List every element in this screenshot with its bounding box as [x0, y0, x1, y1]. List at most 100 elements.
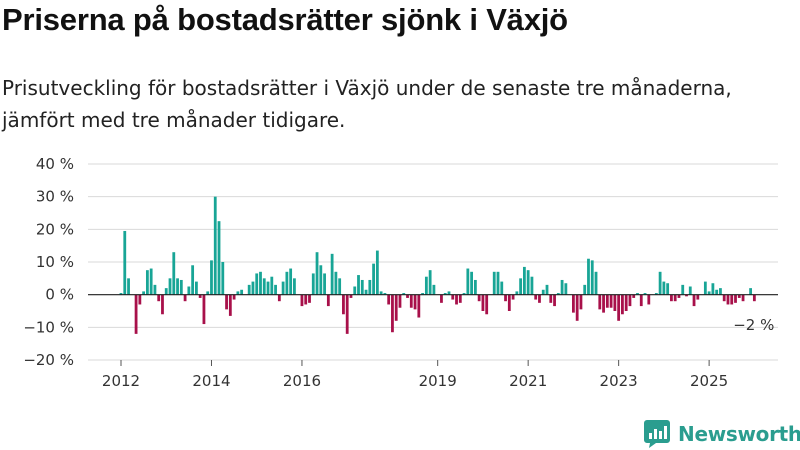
- bar: [311, 273, 315, 295]
- bar: [737, 294, 741, 298]
- bar: [357, 275, 360, 295]
- bar: [387, 294, 391, 305]
- bar: [285, 271, 289, 295]
- bar: [308, 294, 311, 303]
- bar: [466, 268, 470, 295]
- bar: [605, 294, 609, 308]
- bar: [247, 284, 251, 295]
- bar: [583, 284, 587, 295]
- bar: [530, 276, 534, 295]
- bar: [564, 283, 568, 295]
- brand-logo: Newsworthy: [644, 420, 800, 448]
- bar: [353, 286, 357, 295]
- y-tick-label: 20 %: [36, 220, 74, 238]
- bar: [749, 288, 752, 295]
- bar: [707, 291, 711, 295]
- bar: [319, 265, 323, 295]
- bar: [123, 230, 127, 295]
- bar: [628, 294, 632, 307]
- bar: [598, 294, 602, 310]
- bar: [251, 281, 255, 295]
- bar: [553, 294, 556, 307]
- latest-value-annotation: −2 %: [733, 316, 774, 334]
- bar: [413, 294, 417, 310]
- bar: [666, 283, 670, 295]
- bar: [643, 293, 647, 295]
- bar: [187, 286, 191, 295]
- bar: [334, 271, 338, 295]
- bar: [617, 294, 621, 321]
- bar: [658, 271, 662, 295]
- bar: [621, 294, 624, 315]
- bar: [602, 294, 605, 313]
- bar: [409, 294, 413, 308]
- bar: [455, 294, 458, 305]
- bar: [440, 294, 443, 303]
- bar: [538, 294, 541, 303]
- bar: [730, 294, 734, 305]
- bar: [715, 289, 719, 295]
- bar: [326, 294, 330, 307]
- bar: [752, 294, 756, 302]
- bar: [277, 294, 281, 302]
- bar: [556, 293, 560, 295]
- bar: [274, 284, 277, 295]
- bar: [270, 276, 274, 295]
- bar: [670, 294, 673, 302]
- bar: [342, 294, 345, 315]
- bar: [191, 265, 195, 295]
- bar: [549, 294, 553, 303]
- bar: [722, 294, 726, 302]
- bar: [515, 291, 519, 295]
- bar: [447, 291, 451, 295]
- bar: [164, 288, 168, 295]
- bar: [145, 270, 149, 295]
- x-tick-label: 2021: [509, 372, 547, 390]
- bar: [485, 294, 489, 315]
- bar: [176, 278, 179, 295]
- bar: [470, 271, 474, 295]
- y-tick-label: −20 %: [23, 351, 74, 369]
- bar: [119, 293, 123, 295]
- bar: [541, 289, 545, 295]
- bar: [421, 293, 424, 295]
- bar: [703, 281, 707, 295]
- bar: [534, 294, 538, 300]
- bar: [417, 294, 421, 318]
- bar: [692, 294, 696, 307]
- x-tick-label: 2014: [192, 372, 230, 390]
- bar: [579, 294, 583, 310]
- bar: [398, 294, 402, 308]
- bar: [587, 258, 590, 295]
- bar: [293, 278, 296, 295]
- bar: [504, 294, 507, 302]
- bar: [202, 294, 206, 325]
- bar: [236, 291, 240, 295]
- bar: [481, 294, 485, 311]
- bar: [688, 286, 692, 295]
- bar: [609, 294, 613, 308]
- bar: [338, 278, 342, 295]
- bar: [221, 262, 225, 295]
- bar: [519, 278, 523, 295]
- chart-title: Priserna på bostadsrätter sjönk i Växjö: [2, 2, 568, 37]
- bar: [458, 294, 462, 303]
- brand-name: Newsworthy: [678, 422, 800, 446]
- bar: [157, 294, 161, 302]
- bar: [572, 294, 575, 313]
- bar: [590, 260, 594, 295]
- bar: [406, 294, 409, 298]
- bar: [673, 294, 677, 302]
- bar: [281, 281, 285, 295]
- bar: [394, 294, 398, 321]
- x-tick-label: 2012: [102, 372, 140, 390]
- bar: [432, 284, 436, 295]
- bar: [428, 270, 432, 295]
- bar: [526, 270, 530, 295]
- bar: [213, 196, 217, 295]
- bar: [206, 291, 210, 295]
- bar: [636, 293, 639, 295]
- bar: [228, 294, 232, 316]
- bar: [654, 293, 658, 295]
- bar: [662, 281, 666, 295]
